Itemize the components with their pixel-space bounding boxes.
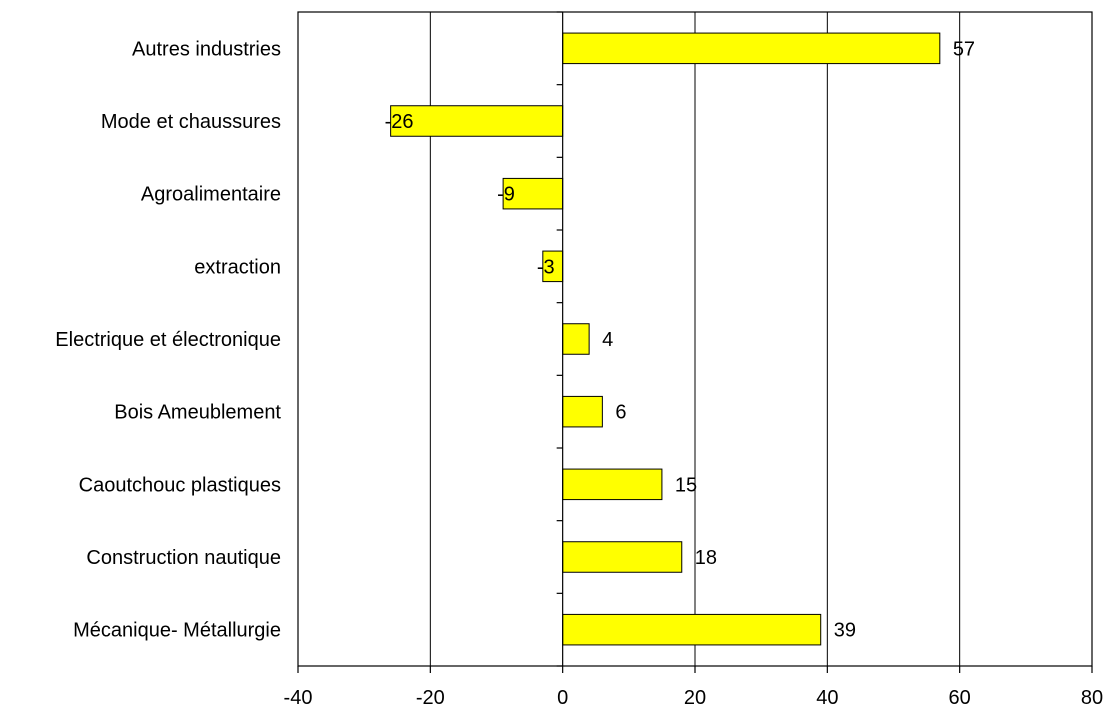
category-label-4: extraction: [194, 256, 281, 278]
category-label-3: Agroalimentaire: [141, 184, 281, 206]
x-tick-label-2: 0: [557, 687, 568, 709]
bar-5: [562, 323, 590, 355]
x-tick-label-3: 20: [684, 687, 706, 709]
data-label-9: 39: [834, 620, 856, 642]
data-labels: 57 -26 -9 -3 4 6 15 18 39: [385, 38, 975, 641]
bar-2: [390, 105, 564, 137]
category-label-7: Caoutchouc plastiques: [79, 474, 281, 496]
bars: [390, 32, 941, 646]
data-label-2: -26: [385, 111, 414, 133]
x-tick-label-1: -20: [416, 687, 445, 709]
data-label-5: 4: [602, 329, 613, 351]
x-tick-label-5: 60: [949, 687, 971, 709]
x-tick-label-0: -40: [284, 687, 313, 709]
category-label-5: Electrique et électronique: [55, 329, 281, 351]
category-label-8: Construction nautique: [86, 547, 281, 569]
category-label-2: Mode et chaussures: [101, 111, 281, 133]
category-label-6: Bois Ameublement: [114, 402, 281, 424]
zero-axis: [556, 11, 564, 667]
bar-7: [562, 468, 663, 501]
x-tick-label-4: 40: [816, 687, 838, 709]
x-tick-labels: -40 -20 0 20 40 60 80: [284, 666, 1103, 709]
bar-9: [562, 613, 822, 646]
data-label-7: 15: [675, 474, 697, 496]
data-label-4: -3: [537, 256, 555, 278]
data-label-3: -9: [497, 184, 515, 206]
category-labels: Autres industries Mode et chaussures Agroa…: [55, 38, 281, 641]
data-label-8: 18: [695, 547, 717, 569]
x-tick-label-6: 80: [1081, 687, 1103, 709]
category-label-1: Autres industries: [132, 38, 281, 60]
category-label-9: Mécanique- Métallurgie: [73, 620, 281, 642]
data-label-1: 57: [953, 38, 975, 60]
bar-3: [502, 177, 564, 210]
bar-1: [562, 32, 941, 65]
data-label-6: 6: [615, 402, 626, 424]
bar-6: [562, 395, 603, 428]
bar-8: [562, 541, 683, 573]
